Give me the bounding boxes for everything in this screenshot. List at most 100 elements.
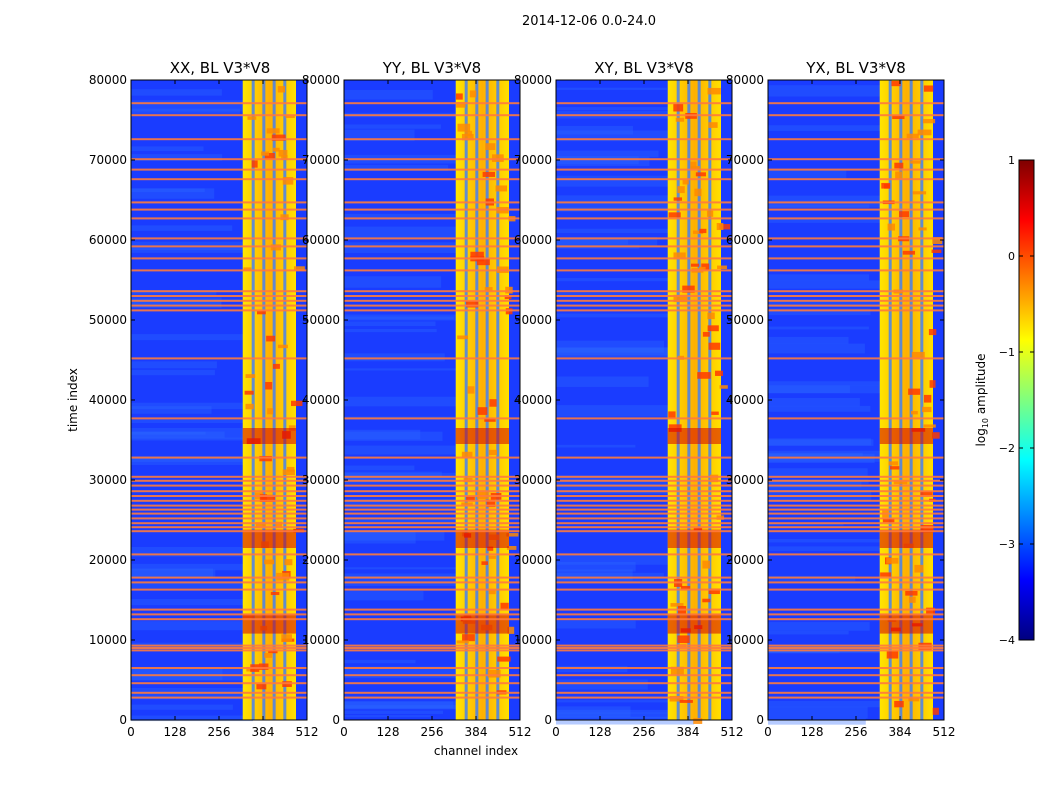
- band-divider: [251, 80, 255, 720]
- hot-spot: [506, 545, 517, 550]
- flagged-row: [556, 290, 732, 293]
- hot-spot: [920, 490, 933, 497]
- hot-spot: [669, 695, 684, 702]
- x-tick-label: 256: [208, 725, 231, 739]
- flagged-row: [556, 456, 732, 459]
- flagged-row: [131, 530, 307, 533]
- flagged-row: [344, 168, 520, 171]
- noise-stripe: [556, 130, 699, 142]
- hot-spot: [932, 432, 940, 439]
- y-tick-label: 30000: [302, 473, 340, 487]
- panel-xy: 0 128 256 384 512 0 10000 20000 30000 40000 50000 6…: [514, 73, 744, 739]
- hot-spot: [467, 386, 475, 394]
- hot-spot: [905, 590, 918, 596]
- y-tick-label: 60000: [89, 233, 127, 247]
- hot-spot: [247, 116, 257, 120]
- noise-stripe: [344, 591, 424, 601]
- noise-stripe: [768, 280, 898, 289]
- hot-spot: [244, 390, 254, 395]
- noise-stripe: [344, 429, 421, 440]
- flagged-row: [556, 495, 732, 497]
- flagged-row: [768, 674, 944, 677]
- hot-spot: [507, 626, 515, 634]
- flagged-row: [131, 517, 307, 520]
- noise-stripe: [768, 468, 868, 476]
- noise-stripe: [768, 546, 919, 551]
- flagged-row: [768, 581, 944, 584]
- hot-spot: [469, 90, 477, 98]
- flagged-row: [131, 168, 307, 171]
- flagged-row: [556, 682, 732, 685]
- noise-stripe: [768, 385, 910, 394]
- flagged-row: [344, 512, 520, 515]
- noise-stripe: [344, 666, 485, 679]
- panel-title-yy: YY, BL V3*V8: [382, 59, 482, 77]
- noise-stripe: [344, 89, 433, 100]
- y-tick-label: 70000: [514, 153, 552, 167]
- flagged-row: [131, 644, 307, 647]
- flagged-row: [556, 299, 732, 302]
- x-axis-label: channel index: [433, 744, 519, 758]
- y-tick-label: 70000: [726, 153, 764, 167]
- hot-spot: [258, 663, 269, 670]
- noise-stripe: [131, 563, 246, 571]
- flagged-row: [768, 269, 944, 272]
- hot-spot: [275, 521, 283, 528]
- hot-spot: [506, 533, 519, 537]
- flagged-row: [556, 138, 732, 141]
- hot-spot: [929, 380, 936, 388]
- flagged-row: [768, 475, 944, 478]
- flagged-row: [768, 479, 944, 482]
- flagged-row: [768, 588, 944, 591]
- flagged-row: [131, 102, 307, 105]
- noise-stripe: [768, 622, 870, 631]
- hot-spot: [886, 651, 899, 659]
- y-tick-label: 50000: [89, 313, 127, 327]
- noise-stripe: [344, 276, 442, 288]
- hot-spot: [886, 557, 899, 564]
- high-amplitude-band: [242, 80, 296, 720]
- noise-stripe: [556, 195, 709, 204]
- hot-spot: [484, 287, 493, 292]
- noise-stripe: [768, 326, 869, 330]
- noise-stripe: [344, 445, 482, 455]
- flagged-row: [768, 504, 944, 507]
- hot-spot: [711, 411, 719, 415]
- y-tick-label: 80000: [302, 73, 340, 87]
- flagged-row: [131, 299, 307, 302]
- flagged-row: [344, 102, 520, 105]
- flagged-row: [768, 138, 944, 141]
- noise-stripe: [131, 427, 254, 439]
- flagged-row: [768, 208, 944, 211]
- x-tick-label: 256: [845, 725, 868, 739]
- noise-stripe: [556, 107, 692, 111]
- noise-stripe: [556, 292, 713, 297]
- noise-stripe: [556, 709, 695, 714]
- hot-spot: [908, 698, 920, 702]
- flagged-row: [344, 138, 520, 141]
- flagged-row: [131, 499, 307, 502]
- hot-spot: [281, 634, 292, 643]
- panel-title-xy: XY, BL V3*V8: [594, 59, 694, 77]
- hot-spot: [894, 700, 904, 708]
- hot-spot: [882, 518, 895, 523]
- noise-stripe: [768, 486, 926, 491]
- noise-stripe: [768, 438, 872, 446]
- flagged-row: [131, 649, 307, 652]
- hot-spot: [504, 295, 512, 300]
- flagged-row: [768, 576, 944, 579]
- noise-stripe: [556, 125, 633, 135]
- noise-stripe: [556, 679, 648, 690]
- flagged-row: [768, 495, 944, 497]
- noise-stripe: [344, 242, 472, 253]
- flagged-row: [344, 674, 520, 677]
- flagged-row: [344, 217, 520, 220]
- hot-spot: [497, 656, 511, 662]
- noise-stripe: [344, 465, 415, 471]
- hot-spot: [697, 372, 711, 379]
- noise-stripe: [768, 700, 908, 708]
- hot-spot: [708, 122, 718, 128]
- noise-stripe: [344, 471, 442, 477]
- x-tick-label: 512: [509, 725, 532, 739]
- panel-title-yx: YX, BL V3*V8: [806, 59, 906, 77]
